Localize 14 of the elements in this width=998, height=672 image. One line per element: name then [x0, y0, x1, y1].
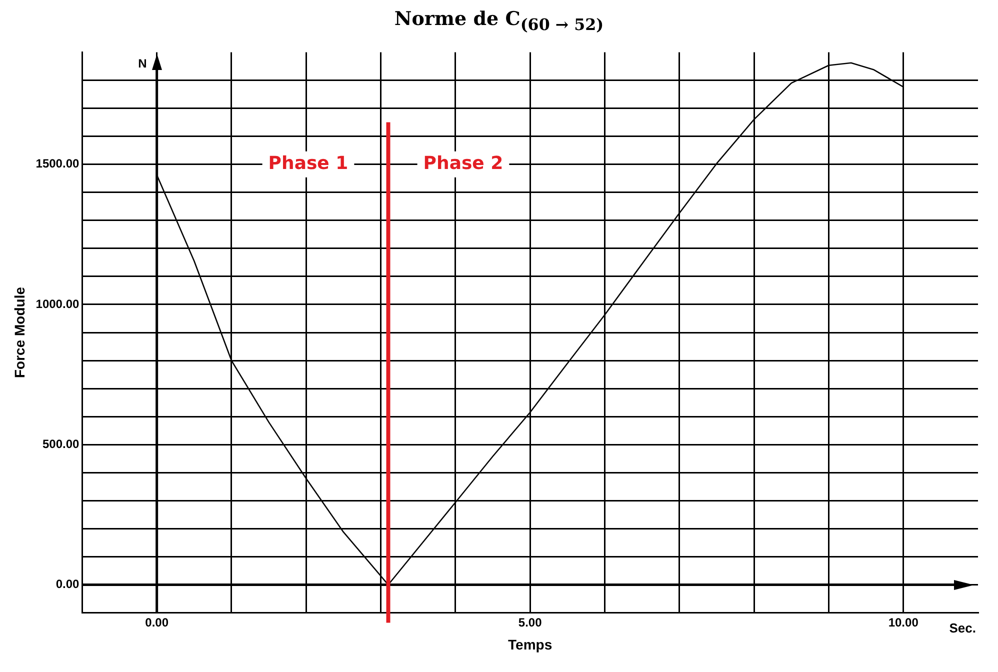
x-tick-label: 5.00 [518, 615, 542, 630]
x-tick-label: 10.00 [888, 615, 919, 630]
annotation: N [138, 56, 147, 71]
x-tick-label: 0.00 [145, 615, 169, 630]
y-tick-label: 500.00 [42, 436, 80, 451]
x-axis-title: Temps [508, 636, 552, 652]
text: Sec. [949, 620, 976, 636]
y-axis-title: Force Module [11, 286, 28, 378]
annotation: Phase 1 [268, 152, 348, 174]
y-tick-label: 1000.00 [36, 296, 80, 311]
annotation: Phase 2 [423, 152, 504, 174]
y-tick-label: 0.00 [56, 577, 80, 592]
chart-title: Norme de C$_{(60 → 52)}$ [393, 8, 605, 36]
y-tick-label: 1500.00 [36, 156, 80, 171]
